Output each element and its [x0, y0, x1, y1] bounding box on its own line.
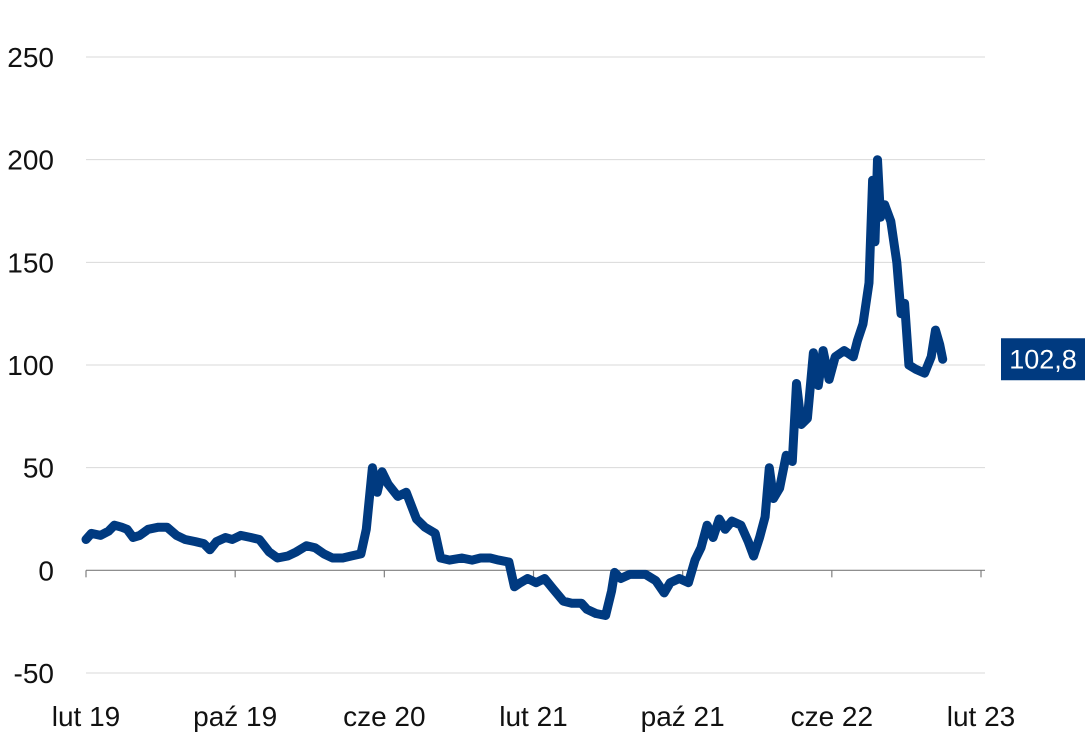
- axes: [86, 570, 985, 577]
- series-line: [86, 160, 943, 616]
- x-tick-label: paź 19: [193, 701, 277, 732]
- y-tick-label: 50: [23, 453, 54, 484]
- y-tick-label: 0: [38, 555, 54, 586]
- y-tick-label: 200: [7, 145, 54, 176]
- y-tick-labels: 250 200 150 100 50 0 -50: [7, 42, 54, 689]
- y-tick-label: 250: [7, 42, 54, 73]
- y-tick-label: 150: [7, 247, 54, 278]
- x-tick-label: cze 22: [791, 701, 874, 732]
- end-value-label-group: 102,8: [1001, 338, 1085, 380]
- y-tick-label: 100: [7, 350, 54, 381]
- end-value-label: 102,8: [1009, 344, 1077, 374]
- x-tick-label: lut 19: [52, 701, 121, 732]
- x-tick-label: lut 21: [499, 701, 568, 732]
- x-tick-label: lut 23: [947, 701, 1016, 732]
- x-tick-label: paź 21: [641, 701, 725, 732]
- x-tick-labels: lut 19 paź 19 cze 20 lut 21 paź 21 cze 22 lut …: [52, 701, 1016, 732]
- x-tick-label: cze 20: [343, 701, 426, 732]
- series-layer: [86, 160, 943, 616]
- y-tick-label: -50: [14, 658, 54, 689]
